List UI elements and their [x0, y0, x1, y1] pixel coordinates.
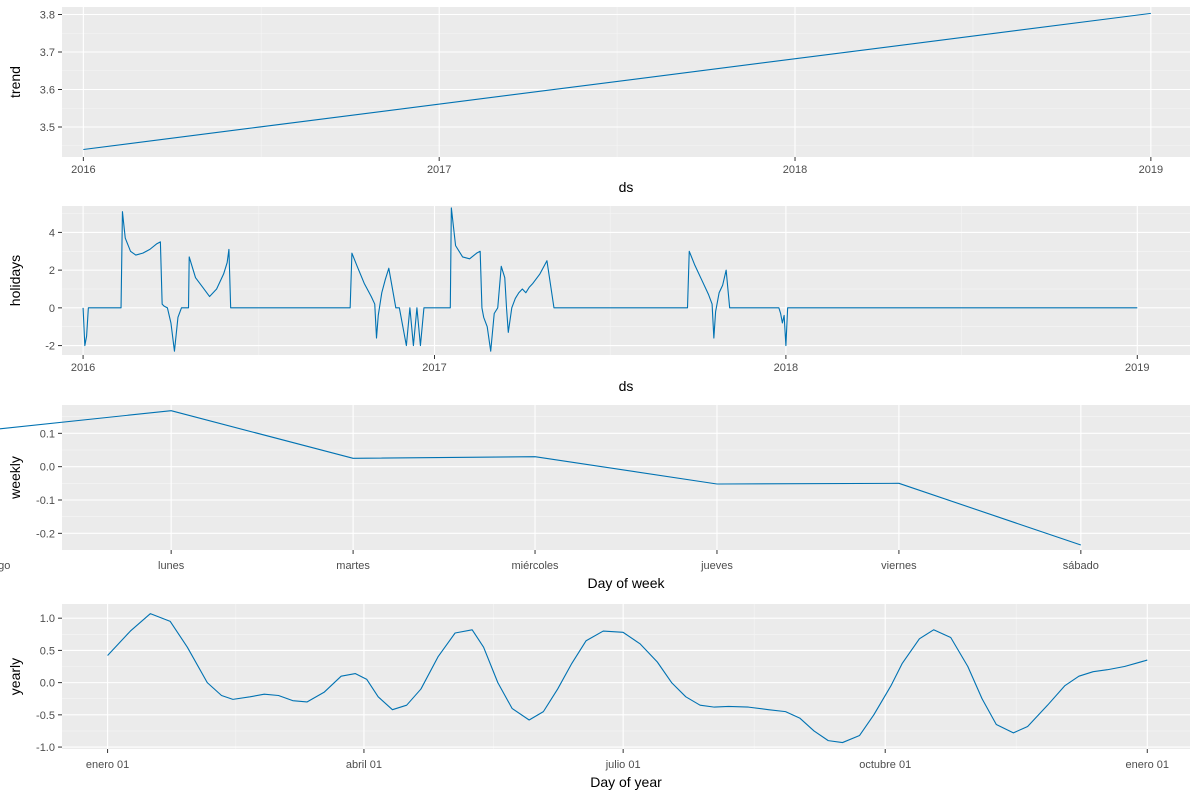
x-tick-label: 2016 — [71, 362, 95, 374]
x-tick-label: 2019 — [1139, 164, 1163, 176]
series-line-weekly — [0, 410, 1082, 546]
y-tick-label: 1.0 — [40, 613, 55, 625]
x-tick-label: 2017 — [422, 362, 446, 374]
y-axis-title: trend — [7, 66, 23, 98]
y-tick-label: 3.6 — [40, 85, 55, 97]
panel-weekly: -0.2 -0.1 0.0 0.1 domingo lunes martes miércole… — [0, 405, 1190, 591]
x-tick-label: miércoles — [511, 560, 559, 572]
panel-holidays: -2 0 2 4 2016 2017 2018 2019 ds holidays — [7, 206, 1190, 394]
y-tick-label: 0.1 — [40, 428, 55, 440]
y-tick-label: -0.2 — [36, 528, 55, 540]
x-tick-label: 2016 — [71, 164, 95, 176]
plot-panel-background — [62, 206, 1190, 355]
x-tick-label: 2018 — [783, 164, 807, 176]
x-axis-title: ds — [619, 378, 634, 394]
y-tick-label: 0 — [49, 303, 55, 315]
x-tick-label: enero 01 — [86, 759, 129, 771]
series-line-holidays — [82, 207, 1138, 352]
y-tick-label: 0.0 — [40, 462, 55, 474]
plot-panel-background — [62, 405, 1190, 550]
series-line-trend — [83, 12, 1151, 151]
plot-panel-background — [62, 604, 1190, 749]
y-tick-label: 0.0 — [40, 678, 55, 690]
x-tick-label: enero 01 — [1126, 759, 1169, 771]
y-tick-label: 4 — [49, 227, 55, 239]
x-tick-label: jueves — [700, 560, 733, 572]
y-axis-title: weekly — [7, 456, 23, 500]
y-axis-title: holidays — [7, 255, 23, 306]
x-tick-label: viernes — [881, 560, 917, 572]
x-tick-label: octubre 01 — [859, 759, 911, 771]
x-tick-label: domingo — [0, 560, 10, 572]
y-tick-label: 3.7 — [40, 47, 55, 59]
x-tick-label: sábado — [1063, 560, 1099, 572]
y-tick-label: -0.1 — [36, 495, 55, 507]
x-axis-title: Day of year — [590, 774, 662, 790]
x-tick-label: 2019 — [1125, 362, 1149, 374]
y-tick-label: -1.0 — [36, 742, 55, 754]
y-tick-label: -2 — [45, 341, 55, 353]
x-tick-label: abril 01 — [346, 759, 382, 771]
series-line-yearly — [107, 613, 1148, 744]
x-tick-label: lunes — [158, 560, 185, 572]
y-tick-label: 3.8 — [40, 10, 55, 22]
x-axis-title: ds — [619, 179, 634, 195]
panel-trend: 3.5 3.6 3.7 3.8 2016 2017 2018 2019 ds trend — [7, 7, 1190, 195]
y-tick-label: 0.5 — [40, 645, 55, 657]
y-tick-label: 3.5 — [40, 122, 55, 134]
x-tick-label: julio 01 — [605, 759, 641, 771]
x-tick-label: 2018 — [774, 362, 798, 374]
y-axis-title: yearly — [7, 658, 23, 695]
y-tick-label: -0.5 — [36, 710, 55, 722]
y-tick-label: 2 — [49, 265, 55, 277]
x-axis-title: Day of week — [587, 575, 665, 591]
x-tick-label: 2017 — [427, 164, 451, 176]
x-tick-label: martes — [336, 560, 370, 572]
panel-yearly: -1.0 -0.5 0.0 0.5 1.0 enero 01 abril 01 julio 0… — [7, 604, 1190, 790]
